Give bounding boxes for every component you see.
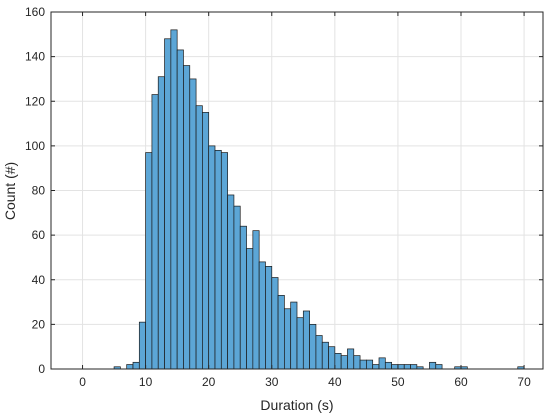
histogram-bar: [145, 152, 153, 370]
histogram-bar: [170, 29, 178, 370]
x-tick-label: 30: [265, 375, 279, 389]
x-tick-label: 10: [139, 375, 153, 389]
y-axis-label: Count (#): [2, 162, 18, 220]
histogram-bar: [151, 94, 159, 370]
histogram-bar: [359, 359, 367, 370]
histogram-bar: [366, 359, 374, 370]
histogram-bar: [239, 225, 247, 370]
x-tick-label: 20: [202, 375, 216, 389]
histogram-bar: [321, 341, 329, 370]
histogram-bar: [265, 266, 273, 370]
histogram-bar: [271, 277, 279, 370]
x-tick-label: 60: [454, 375, 468, 389]
x-tick-labels: 0 10 20 30 40 50 60 70: [79, 375, 531, 389]
y-tick-label: 160: [25, 5, 45, 19]
x-tick-label: 40: [328, 375, 342, 389]
histogram-bar: [347, 348, 355, 370]
histogram-bar: [157, 76, 165, 370]
y-tick-label: 40: [32, 273, 46, 287]
histogram-bar: [138, 321, 146, 370]
histogram-bar: [126, 364, 134, 370]
y-tick-label: 60: [32, 228, 46, 242]
histogram-bar: [397, 364, 405, 370]
histogram-bar: [220, 152, 228, 370]
histogram-bar: [391, 364, 399, 370]
histogram-bar: [296, 317, 304, 370]
x-tick-label: 50: [391, 375, 405, 389]
histogram-bar: [309, 324, 317, 370]
histogram-bar: [227, 194, 235, 370]
y-tick-label: 140: [25, 50, 45, 64]
histogram-bar: [410, 364, 418, 370]
histogram-bar: [176, 49, 184, 370]
histogram-bar: [353, 355, 361, 370]
histogram-bar: [384, 361, 392, 370]
histogram-bar: [208, 145, 216, 370]
x-tick-label: 70: [517, 375, 531, 389]
x-axis-label: Duration (s): [260, 397, 333, 413]
y-tick-label: 20: [32, 317, 46, 331]
histogram-bar: [284, 308, 292, 370]
histogram-bar: [334, 353, 342, 370]
y-tick-label: 120: [25, 94, 45, 108]
histogram-bar: [252, 230, 260, 370]
histogram-bar: [233, 205, 241, 370]
histogram-bar: [164, 38, 172, 370]
y-tick-label: 0: [38, 362, 45, 376]
histogram-bar: [435, 364, 443, 370]
histogram-bar: [290, 301, 298, 370]
histogram-bar: [183, 65, 191, 370]
histogram-bar: [258, 261, 266, 370]
histogram-bar: [403, 364, 411, 370]
histogram-bar: [328, 346, 336, 370]
histogram-bar: [214, 149, 222, 370]
histogram-bar: [372, 364, 380, 370]
histogram-bar: [132, 361, 140, 370]
histogram-bar: [378, 357, 386, 370]
x-tick-label: 0: [79, 375, 86, 389]
histogram-bar: [429, 361, 437, 370]
histogram-bar: [202, 112, 210, 370]
histogram-bar: [189, 78, 197, 370]
histogram-bar: [302, 310, 310, 370]
axes: [50, 11, 544, 370]
histogram-bar: [340, 355, 348, 370]
y-tick-label: 100: [25, 139, 45, 153]
y-tick-labels: 0 20 40 60 80 100 120 140 160: [25, 5, 45, 376]
y-tick-label: 80: [32, 184, 46, 198]
histogram-bar: [195, 105, 203, 370]
bars: [113, 29, 525, 370]
histogram-bar: [277, 295, 285, 370]
histogram-bar: [246, 248, 254, 370]
histogram-bar: [315, 335, 323, 370]
